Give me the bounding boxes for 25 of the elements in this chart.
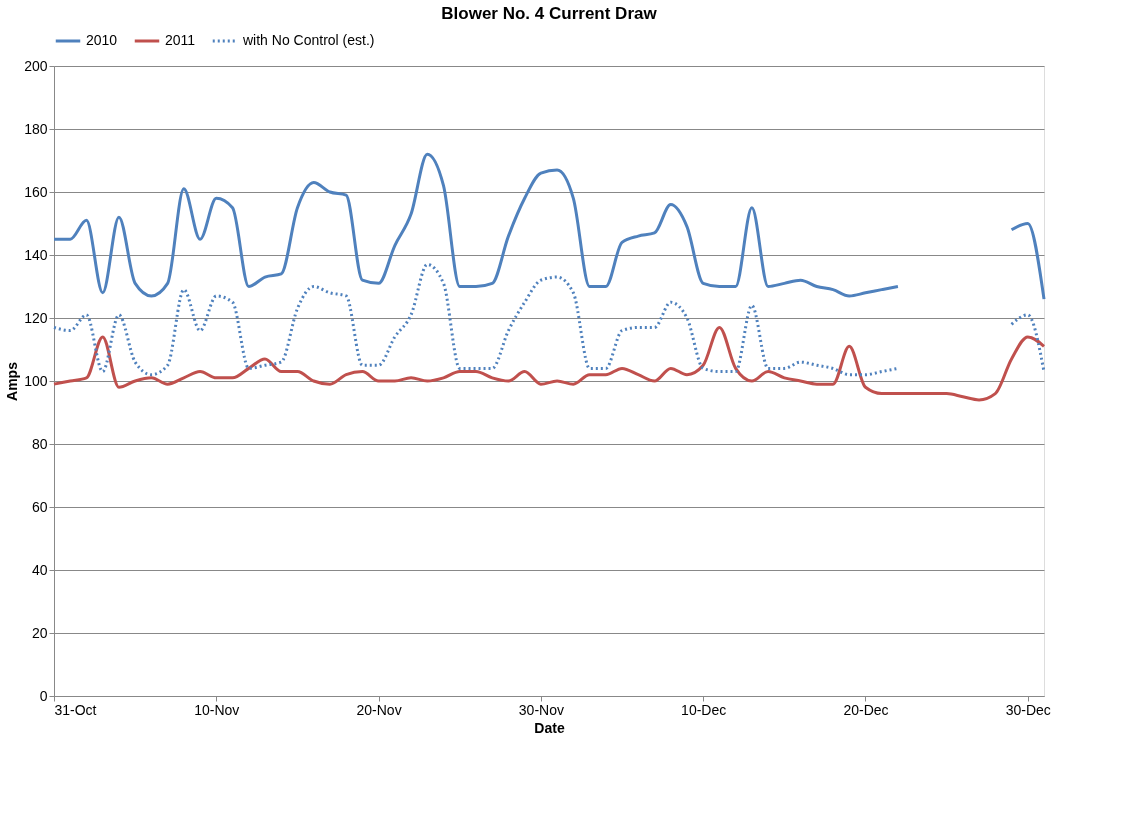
y-tick-label: 40 <box>31 561 48 578</box>
y-tick-label: 100 <box>24 372 48 389</box>
x-tick-label: 20-Dec <box>843 701 889 718</box>
x-tick-label: 20-Nov <box>356 701 402 718</box>
y-tick-label: 200 <box>24 57 48 74</box>
line-series <box>52 325 1046 402</box>
x-tick-label: 10-Dec <box>681 701 727 718</box>
y-tick-label: 160 <box>24 183 48 200</box>
y-tick-label: 80 <box>31 435 48 452</box>
y-axis-title: Amps <box>4 361 21 401</box>
x-tick-label: 30-Nov <box>518 701 564 718</box>
legend-label: 2011 <box>165 32 196 48</box>
y-tick-label: 140 <box>24 246 48 263</box>
y-tick-label: 20 <box>31 624 48 641</box>
x-tick-label: 10-Nov <box>194 701 240 718</box>
y-tick-label: 180 <box>24 120 48 137</box>
y-tick-label: 120 <box>24 309 48 326</box>
legend-label: 2010 <box>86 32 118 48</box>
x-tick-label: 31-Oct <box>54 701 97 718</box>
x-axis-title: Date <box>534 719 565 736</box>
y-tick-label: 0 <box>39 687 48 704</box>
y-tick-label: 60 <box>31 498 48 515</box>
chart-title: Blower No. 4 Current Draw <box>441 4 658 23</box>
legend-label: with No Control (est.) <box>242 32 375 48</box>
x-tick-label: 30-Dec <box>1005 701 1051 718</box>
